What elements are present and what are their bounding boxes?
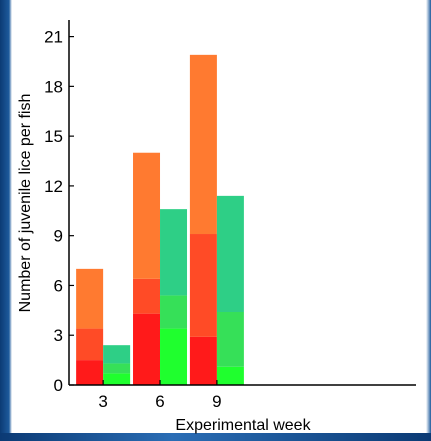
bar-segment-week3-green-0 bbox=[103, 373, 131, 385]
bar-segment-week6-green-1 bbox=[160, 295, 188, 329]
bar-segment-week9-red-2 bbox=[189, 54, 217, 235]
y-tick-label-15: 15 bbox=[44, 127, 63, 146]
bar-segment-week3-red-2 bbox=[76, 268, 104, 329]
bar-segment-week9-green-0 bbox=[216, 366, 244, 385]
axes-layer bbox=[68, 20, 416, 386]
bottom-band bbox=[0, 433, 431, 441]
y-tick-label-12: 12 bbox=[44, 177, 63, 196]
bar-segment-week3-green-1 bbox=[103, 363, 131, 374]
bar-segment-week6-green-2 bbox=[160, 209, 188, 296]
x-axis-title: Experimental week bbox=[175, 417, 311, 434]
x-tick-label-9: 9 bbox=[212, 392, 221, 411]
bar-segment-week9-red-1 bbox=[189, 234, 217, 337]
x-tick-label-3: 3 bbox=[98, 392, 107, 411]
y-tick-label-21: 21 bbox=[44, 28, 63, 47]
y-tick-label-0: 0 bbox=[54, 376, 63, 395]
bar-segment-week3-green-2 bbox=[103, 345, 131, 364]
bar-segment-week9-green-1 bbox=[216, 312, 244, 367]
bars-layer bbox=[76, 54, 244, 385]
bar-segment-week3-red-0 bbox=[76, 360, 104, 385]
bar-segment-week6-red-2 bbox=[133, 152, 161, 279]
bar-segment-week3-red-1 bbox=[76, 328, 104, 361]
y-tick-label-3: 3 bbox=[54, 326, 63, 345]
y-tick-label-18: 18 bbox=[44, 77, 63, 96]
bar-segment-week6-red-1 bbox=[133, 278, 161, 314]
y-tick-label-9: 9 bbox=[54, 227, 63, 246]
bar-segment-week6-green-0 bbox=[160, 328, 188, 385]
x-tick-label-6: 6 bbox=[155, 392, 164, 411]
bar-segment-week9-red-0 bbox=[189, 336, 217, 385]
y-axis-title: Number of juvenile lice per fish bbox=[17, 94, 34, 313]
bar-segment-week6-red-0 bbox=[133, 313, 161, 385]
bar-segment-week9-green-2 bbox=[216, 195, 244, 312]
y-tick-label-6: 6 bbox=[54, 276, 63, 295]
ticks-layer: 0 3 6 9 12 15 18 21 3 6 9 bbox=[44, 28, 222, 411]
